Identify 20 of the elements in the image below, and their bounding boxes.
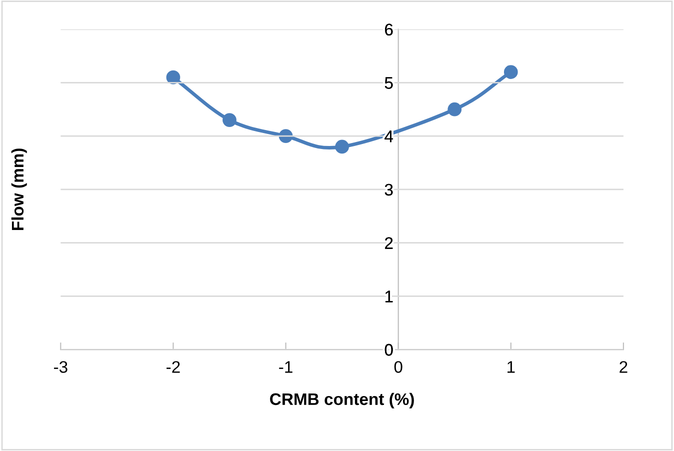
point — [222, 113, 236, 127]
x-tick-label: 0 — [394, 361, 402, 373]
x-tick-label: -3 — [54, 361, 68, 373]
x-tick-label: -2 — [166, 361, 180, 373]
point — [166, 70, 180, 84]
y-axis-title: Flow (mm) — [11, 148, 27, 230]
point — [504, 65, 518, 79]
y-tick-label: 2 — [385, 237, 393, 249]
point — [278, 129, 293, 143]
y-tick-label: 3 — [384, 184, 393, 196]
point — [335, 140, 349, 154]
y-tick-label: 1 — [385, 290, 393, 302]
x-tick-label: 1 — [508, 361, 515, 373]
y-tick-label: 6 — [385, 24, 393, 36]
point — [448, 102, 462, 116]
x-tick-label: -1 — [279, 361, 292, 373]
y-tick-label: 0 — [384, 344, 393, 356]
x-tick-label: 2 — [620, 361, 628, 373]
x-axis-title: CRMB content (%) — [270, 392, 414, 408]
y-tick-label: 5 — [384, 77, 393, 89]
